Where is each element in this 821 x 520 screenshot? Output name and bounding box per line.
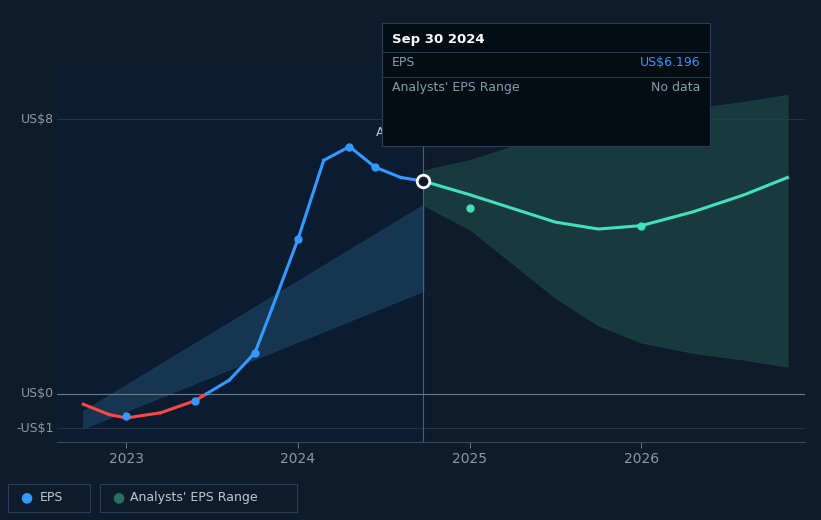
Text: EPS: EPS — [392, 56, 415, 69]
Text: US$8: US$8 — [21, 113, 53, 126]
Text: Sep 30 2024: Sep 30 2024 — [392, 33, 484, 46]
Bar — [57, 68, 424, 442]
Text: US$0: US$0 — [21, 387, 53, 400]
Text: US$6.196: US$6.196 — [640, 56, 700, 69]
Text: -US$1: -US$1 — [16, 422, 53, 435]
Text: Analysts' EPS Range: Analysts' EPS Range — [392, 81, 519, 94]
Text: EPS: EPS — [39, 491, 62, 504]
Text: ●: ● — [112, 491, 125, 504]
Text: Analysts Forecasts: Analysts Forecasts — [441, 126, 557, 139]
Text: Actual: Actual — [375, 126, 415, 139]
Text: ●: ● — [21, 491, 33, 504]
Text: No data: No data — [651, 81, 700, 94]
Text: Analysts' EPS Range: Analysts' EPS Range — [130, 491, 257, 504]
